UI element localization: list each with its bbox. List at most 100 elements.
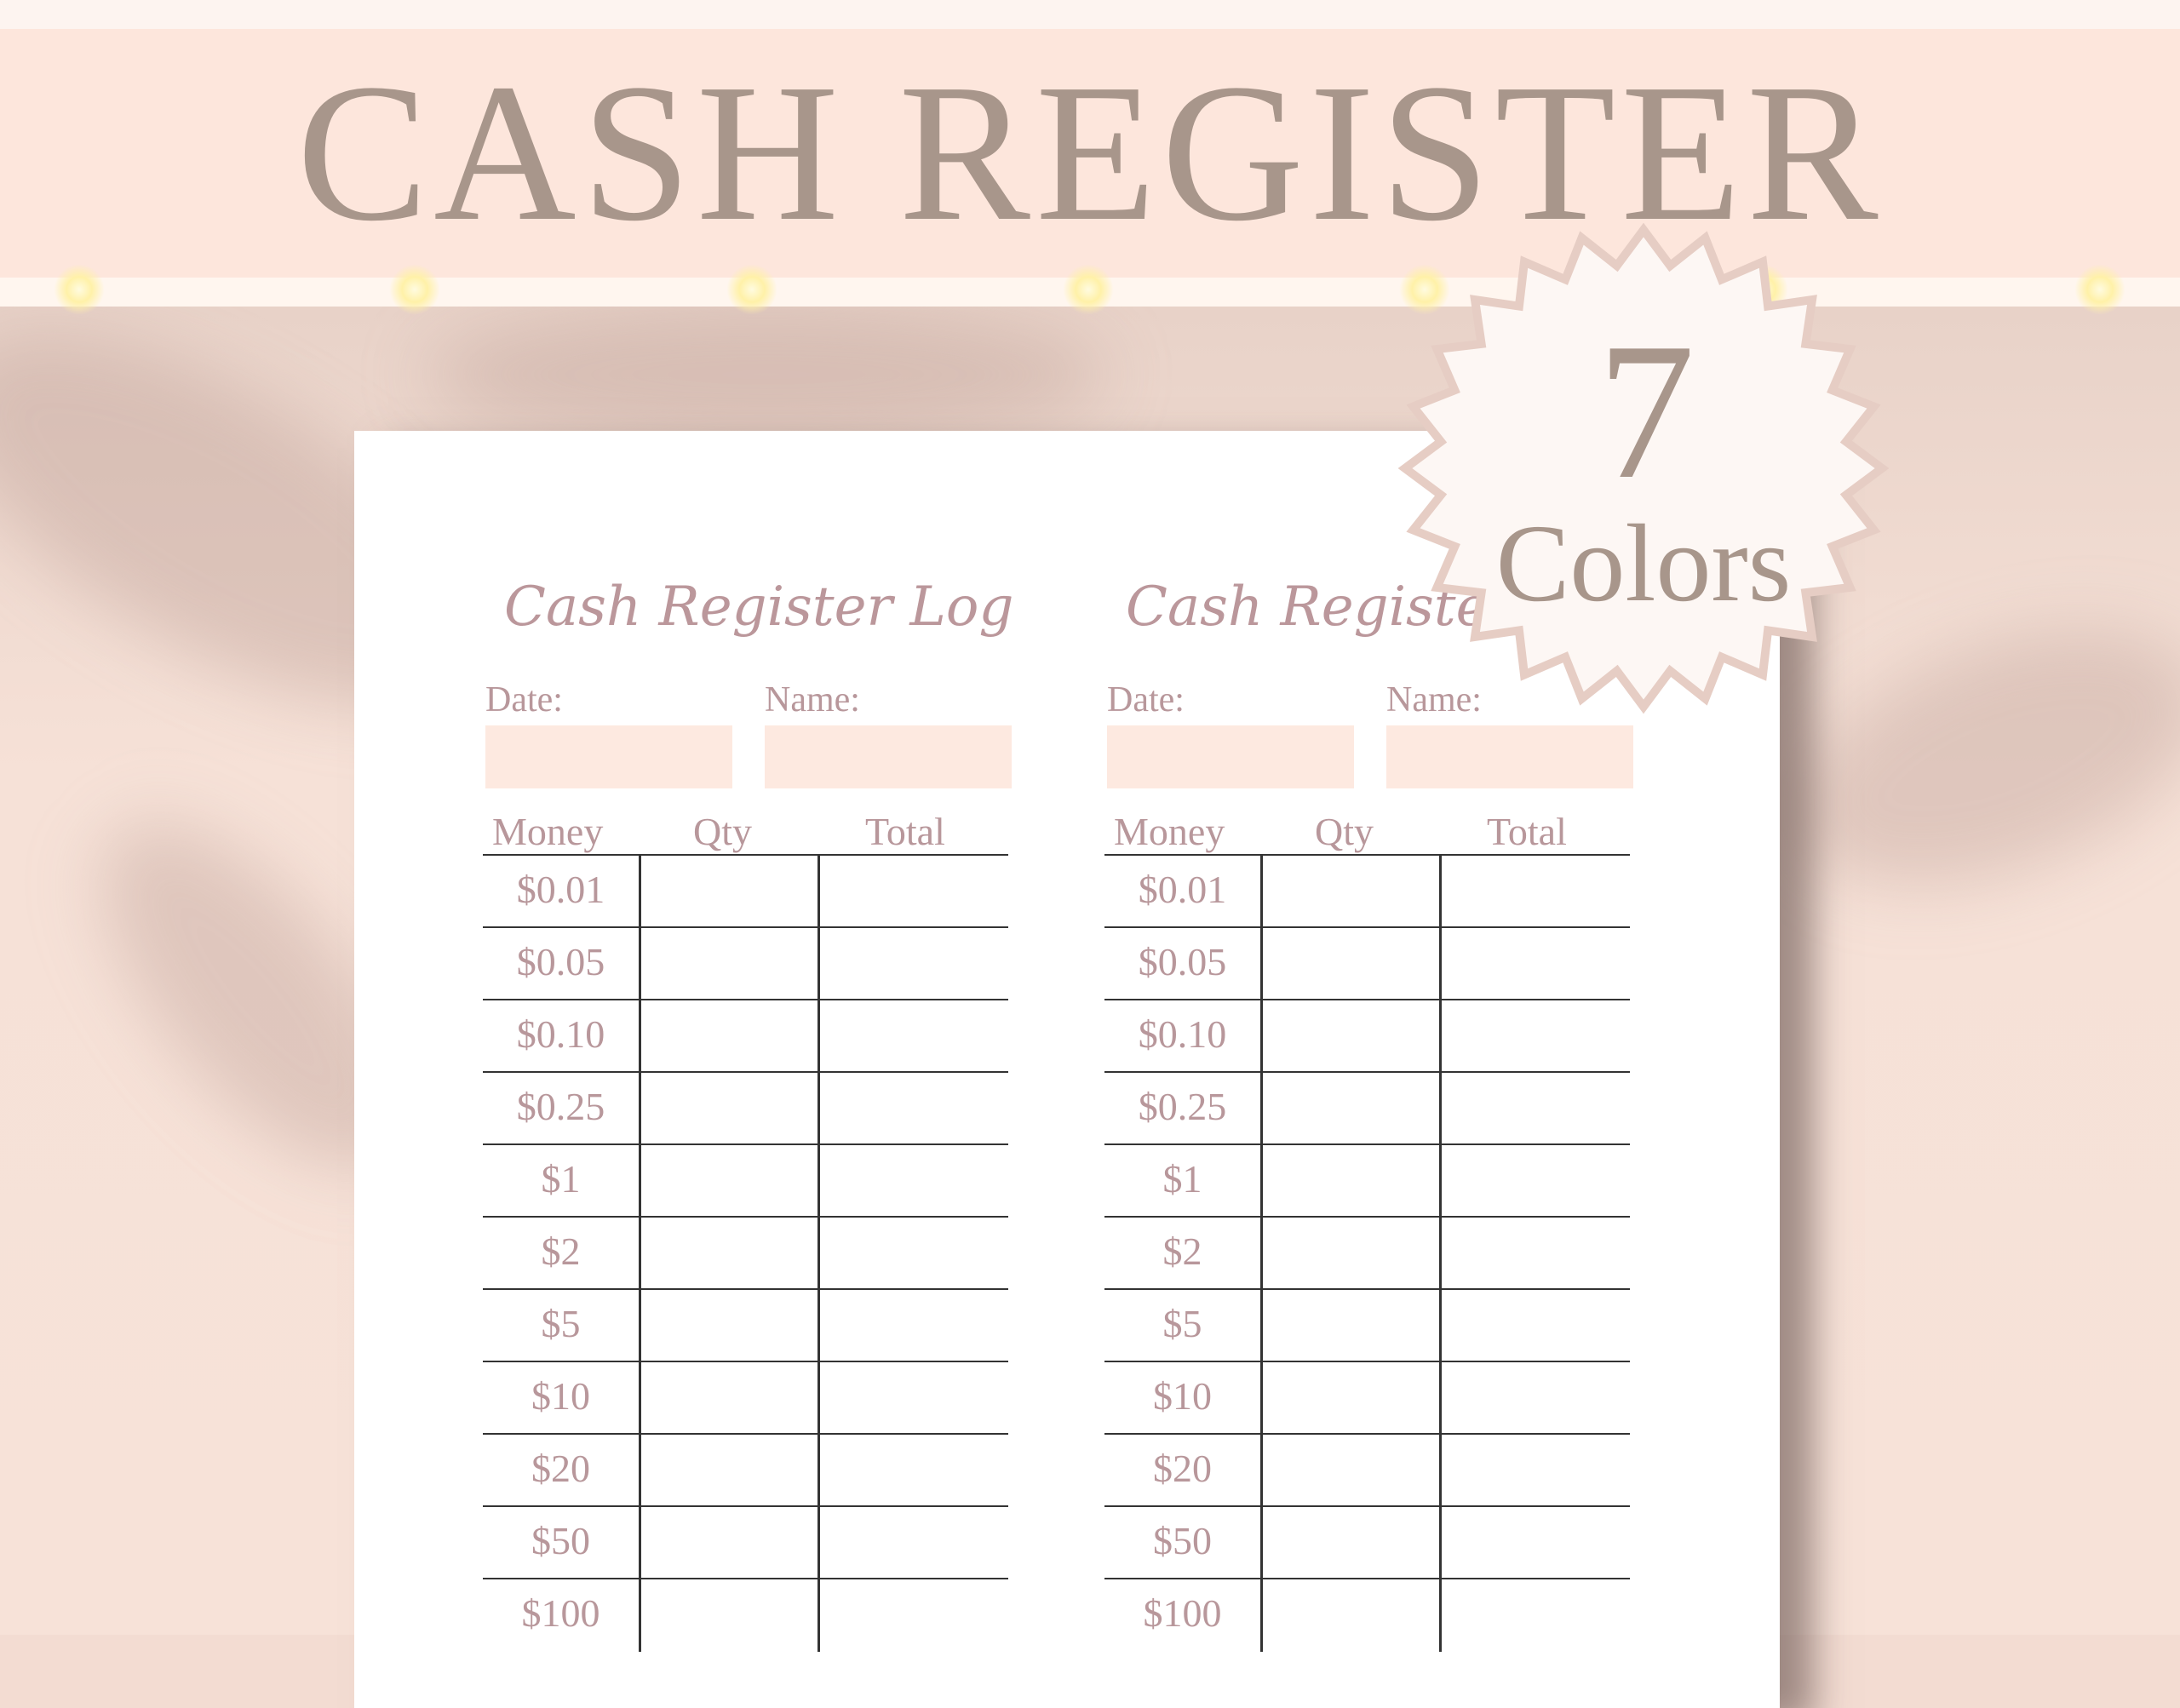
log-title: Cash Register Log — [504, 576, 1014, 639]
total-input-field[interactable] — [1442, 1145, 1630, 1218]
qty-input-field[interactable] — [1263, 1507, 1439, 1579]
denomination-cell: $1 — [541, 1157, 581, 1201]
date-label: Date: — [1107, 680, 1185, 719]
qty-input-field[interactable] — [641, 1362, 818, 1435]
denomination-cell: $50 — [1153, 1519, 1212, 1562]
qty-input-field[interactable] — [641, 1145, 818, 1218]
table-row: $5 — [1104, 1288, 1630, 1362]
column-divider — [1260, 1507, 1263, 1579]
column-divider — [1260, 1362, 1263, 1435]
qty-input-field[interactable] — [1263, 856, 1439, 928]
table-row: $50 — [483, 1505, 1008, 1579]
total-input-field[interactable] — [1442, 856, 1630, 928]
denomination-cell: $0.10 — [516, 1012, 605, 1056]
column-divider — [1260, 856, 1263, 928]
name-input-field[interactable] — [1386, 725, 1633, 788]
qty-input-field[interactable] — [641, 1579, 818, 1652]
light-bulb-icon — [54, 264, 105, 315]
denomination-cell: $0.05 — [1138, 940, 1227, 983]
cash-register-log: Cash Register Log Date: Name: Money Qty Total… — [354, 431, 1013, 1708]
total-input-field[interactable] — [1442, 1000, 1630, 1073]
qty-input-field[interactable] — [641, 856, 818, 928]
column-divider — [1439, 1073, 1442, 1145]
column-divider — [639, 856, 641, 928]
table-row: $50 — [1104, 1505, 1630, 1579]
table-row: $100 — [483, 1578, 1008, 1652]
table-row: $5 — [483, 1288, 1008, 1362]
table-row: $2 — [483, 1216, 1008, 1290]
date-label: Date: — [485, 680, 563, 719]
denomination-cell: $2 — [541, 1229, 581, 1273]
colors-badge: 7 Colors — [1397, 222, 1890, 714]
qty-input-field[interactable] — [1263, 1435, 1439, 1507]
top-strip — [0, 0, 2180, 29]
light-bulb-icon — [1399, 264, 1450, 315]
table-row: $20 — [483, 1433, 1008, 1507]
qty-input-field[interactable] — [1263, 1073, 1439, 1145]
column-divider — [1439, 1218, 1442, 1290]
column-divider — [1260, 1145, 1263, 1218]
column-divider — [818, 1145, 820, 1218]
table-row: $2 — [1104, 1216, 1630, 1290]
total-input-field[interactable] — [1442, 1218, 1630, 1290]
table-row: $10 — [483, 1361, 1008, 1435]
table-row: $0.05 — [1104, 926, 1630, 1000]
column-divider — [639, 928, 641, 1000]
table-row: $0.05 — [483, 926, 1008, 1000]
column-divider — [1260, 1000, 1263, 1073]
total-input-field[interactable] — [1442, 1362, 1630, 1435]
table-row: $0.10 — [483, 999, 1008, 1073]
qty-input-field[interactable] — [1263, 1000, 1439, 1073]
column-header-money: Money — [1114, 810, 1225, 853]
total-input-field[interactable] — [1442, 1435, 1630, 1507]
date-input-field[interactable] — [485, 725, 732, 788]
table-row: $0.01 — [1104, 854, 1630, 928]
qty-input-field[interactable] — [1263, 1579, 1439, 1652]
title-band — [0, 29, 2180, 284]
column-header-qty: Qty — [1315, 810, 1374, 853]
column-divider — [1260, 1218, 1263, 1290]
qty-input-field[interactable] — [641, 928, 818, 1000]
qty-input-field[interactable] — [1263, 1290, 1439, 1362]
qty-input-field[interactable] — [1263, 1145, 1439, 1218]
column-divider — [639, 1218, 641, 1290]
qty-input-field[interactable] — [641, 1435, 818, 1507]
qty-input-field[interactable] — [641, 1218, 818, 1290]
denomination-cell: $0.25 — [516, 1085, 605, 1128]
qty-input-field[interactable] — [641, 1290, 818, 1362]
qty-input-field[interactable] — [1263, 928, 1439, 1000]
total-input-field[interactable] — [1442, 928, 1630, 1000]
column-header-qty: Qty — [693, 810, 752, 853]
table-row: $0.25 — [483, 1071, 1008, 1145]
denomination-cell: $50 — [531, 1519, 590, 1562]
qty-input-field[interactable] — [641, 1000, 818, 1073]
total-input-field[interactable] — [1442, 1579, 1630, 1652]
column-divider — [818, 1362, 820, 1435]
denomination-cell: $20 — [1153, 1447, 1212, 1490]
total-input-field[interactable] — [1442, 1507, 1630, 1579]
column-divider — [1439, 1290, 1442, 1362]
column-divider — [1439, 1362, 1442, 1435]
qty-input-field[interactable] — [641, 1073, 818, 1145]
total-input-field[interactable] — [1442, 1290, 1630, 1362]
date-input-field[interactable] — [1107, 725, 1354, 788]
column-divider — [818, 1000, 820, 1073]
qty-input-field[interactable] — [1263, 1218, 1439, 1290]
column-divider — [1260, 1073, 1263, 1145]
denomination-cell: $5 — [541, 1302, 581, 1345]
column-divider — [818, 1507, 820, 1579]
qty-input-field[interactable] — [1263, 1362, 1439, 1435]
column-divider — [1439, 1145, 1442, 1218]
qty-input-field[interactable] — [641, 1507, 818, 1579]
column-divider — [1439, 1507, 1442, 1579]
name-input-field[interactable] — [765, 725, 1012, 788]
column-divider — [639, 1362, 641, 1435]
denomination-cell: $5 — [1162, 1302, 1202, 1345]
column-divider — [1439, 1435, 1442, 1507]
light-bulb-icon — [726, 264, 777, 315]
column-header-total: Total — [865, 810, 945, 853]
denomination-cell: $10 — [1153, 1374, 1212, 1418]
column-divider — [818, 1073, 820, 1145]
total-input-field[interactable] — [1442, 1073, 1630, 1145]
light-bulb-icon — [2074, 264, 2126, 315]
